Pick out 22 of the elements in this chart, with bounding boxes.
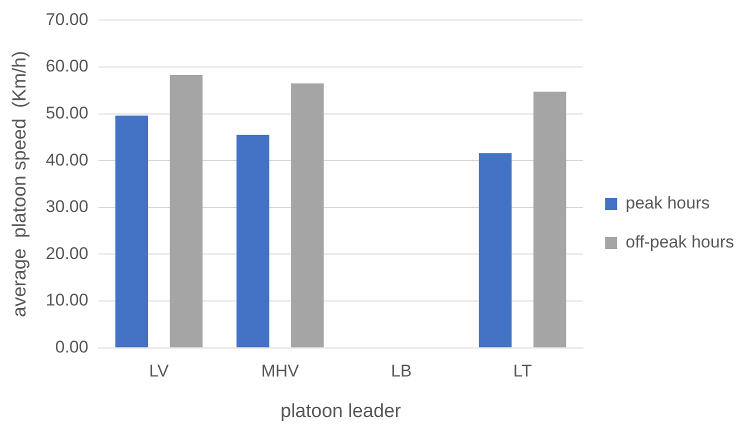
y-tick-label: 0.00	[55, 337, 88, 356]
y-tick-label: 20.00	[46, 244, 88, 263]
x-tick-label: MHV	[261, 362, 300, 381]
y-tick-label: 30.00	[46, 197, 88, 216]
x-axis-title: platoon leader	[280, 400, 402, 422]
y-tick-label: 10.00	[46, 290, 88, 310]
y-axis-title: average platoon speed (Km/h)	[10, 50, 31, 318]
y-tick-label: 40.00	[46, 150, 88, 170]
legend-label: peak hours	[626, 194, 710, 213]
x-tick-label: LB	[390, 362, 412, 381]
legend-label: off-peak hours	[626, 232, 734, 252]
bar	[291, 83, 324, 348]
x-tick-label: LT	[513, 362, 532, 381]
y-tick-label: 70.00	[46, 10, 88, 29]
bar	[236, 134, 270, 348]
bar	[478, 153, 512, 348]
bar	[170, 74, 203, 348]
bar	[115, 116, 148, 348]
y-tick-label: 60.00	[46, 56, 88, 76]
bar	[533, 92, 566, 348]
x-tick-label: LV	[149, 362, 170, 381]
y-tick-label: 50.00	[46, 103, 88, 122]
